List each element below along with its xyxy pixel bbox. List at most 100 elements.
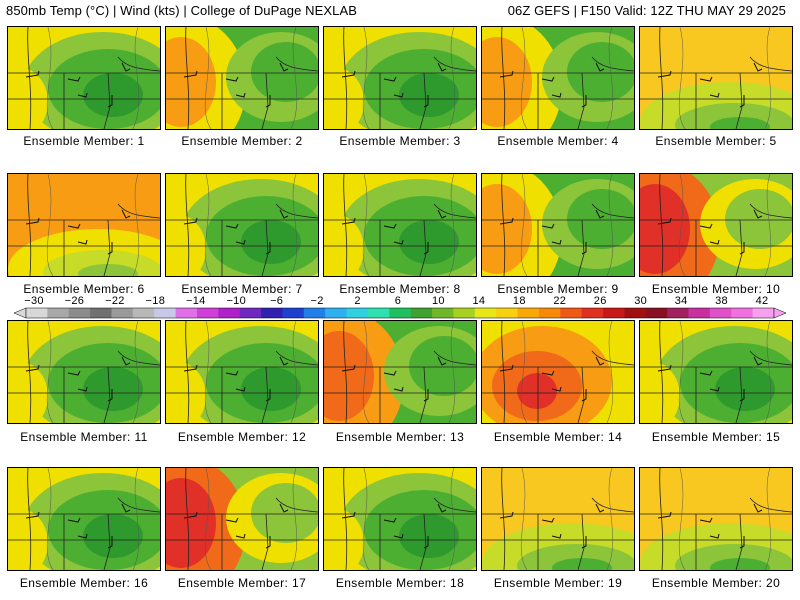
valid-time-label: 06Z GEFS | F150 Valid: 12Z THU MAY 29 20… xyxy=(507,3,786,18)
temperature-map xyxy=(640,174,792,276)
panel-label: Ensemble Member: 10 xyxy=(651,282,781,296)
colorbar-swatch xyxy=(218,308,241,318)
colorbar-tick-label: 10 xyxy=(432,295,445,307)
colorbar-swatch xyxy=(667,308,689,318)
colorbar-tick-label: 30 xyxy=(634,295,648,307)
colorbar-swatch xyxy=(432,308,454,318)
colorbar-swatch xyxy=(645,308,668,318)
colorbar-swatch xyxy=(132,308,155,318)
ensemble-panel-8 xyxy=(323,173,477,277)
colorbar-swatch xyxy=(410,308,433,318)
colorbar-swatch xyxy=(239,308,262,318)
panel-label: Ensemble Member: 8 xyxy=(339,282,461,296)
temperature-map xyxy=(640,27,792,129)
ensemble-panel-6 xyxy=(7,173,161,277)
ensemble-panel-18 xyxy=(323,467,477,571)
ensemble-panel-1 xyxy=(7,26,161,130)
colorbar-swatch xyxy=(90,308,112,318)
ensemble-panel-16 xyxy=(7,467,161,571)
colorbar-tick-label: −30 xyxy=(24,295,44,307)
temperature-map xyxy=(166,174,318,276)
temperature-map xyxy=(8,27,160,129)
ensemble-panel-5 xyxy=(639,26,793,130)
colorbar-tick-label: −22 xyxy=(105,295,125,307)
ensemble-panel-13 xyxy=(323,320,477,424)
panel-label: Ensemble Member: 12 xyxy=(177,430,307,444)
colorbar-swatch xyxy=(111,308,134,318)
temperature-map xyxy=(482,468,634,570)
panel-label: Ensemble Member: 14 xyxy=(493,430,623,444)
colorbar-swatch xyxy=(603,308,625,318)
temperature-map xyxy=(166,468,318,570)
colorbar-swatch xyxy=(303,308,326,318)
panel-label: Ensemble Member: 19 xyxy=(493,576,623,590)
ensemble-panel-12 xyxy=(165,320,319,424)
colorbar-tick-label: 34 xyxy=(674,295,688,307)
colorbar-arrow-left xyxy=(14,307,27,319)
colorbar-swatch xyxy=(624,308,647,318)
chart-title: 850mb Temp (°C) | Wind (kts) | College o… xyxy=(6,3,358,18)
colorbar-swatch xyxy=(517,308,540,318)
colorbar-tick-label: −10 xyxy=(226,295,246,307)
colorbar-swatch xyxy=(453,308,476,318)
temperature-map xyxy=(324,321,476,423)
temperature-map xyxy=(324,468,476,570)
colorbar-tick-label: 14 xyxy=(472,295,486,307)
panel-label: Ensemble Member: 2 xyxy=(181,134,303,148)
temperature-map xyxy=(482,27,634,129)
colorbar-tick-label: −14 xyxy=(185,295,206,307)
temperature-map xyxy=(482,321,634,423)
panel-label: Ensemble Member: 7 xyxy=(181,282,303,296)
ensemble-panel-20 xyxy=(639,467,793,571)
colorbar-swatch xyxy=(731,308,754,318)
colorbar-tick-label: −2 xyxy=(310,295,324,307)
ensemble-panel-19 xyxy=(481,467,635,571)
colorbar-tick-label: −6 xyxy=(270,295,284,307)
colorbar-tick-label: −18 xyxy=(145,295,166,307)
colorbar-swatch xyxy=(752,308,775,318)
colorbar-swatch xyxy=(709,308,732,318)
temperature-map xyxy=(8,321,160,423)
ensemble-panel-3 xyxy=(323,26,477,130)
color-scale-bar xyxy=(14,307,786,319)
temperature-map xyxy=(166,321,318,423)
temperature-map xyxy=(8,174,160,276)
colorbar-swatch xyxy=(154,308,176,318)
colorbar-tick-label: 38 xyxy=(715,295,728,307)
temperature-map xyxy=(640,321,792,423)
panel-label: Ensemble Member: 18 xyxy=(335,576,465,590)
panel-label: Ensemble Member: 9 xyxy=(497,282,619,296)
temperature-map xyxy=(324,27,476,129)
colorbar-swatch xyxy=(261,308,283,318)
colorbar-swatch xyxy=(26,308,48,318)
colorbar-swatch xyxy=(688,308,711,318)
panel-label: Ensemble Member: 20 xyxy=(651,576,781,590)
panel-label: Ensemble Member: 15 xyxy=(651,430,781,444)
colorbar-swatch xyxy=(175,308,198,318)
colorbar-swatch xyxy=(282,308,305,318)
colorbar-tick-label: 26 xyxy=(593,295,607,307)
colorbar-swatch xyxy=(496,308,518,318)
colorbar-tick-label: 42 xyxy=(755,295,769,307)
ensemble-panel-10 xyxy=(639,173,793,277)
panel-label: Ensemble Member: 6 xyxy=(23,282,145,296)
ensemble-panel-11 xyxy=(7,320,161,424)
ensemble-panel-15 xyxy=(639,320,793,424)
temperature-map xyxy=(166,27,318,129)
temperature-map xyxy=(324,174,476,276)
colorbar-tick-label: 6 xyxy=(394,295,402,307)
colorbar-swatch xyxy=(389,308,412,318)
ensemble-panel-14 xyxy=(481,320,635,424)
colorbar-tick-label: 22 xyxy=(553,295,567,307)
panel-label: Ensemble Member: 16 xyxy=(19,576,149,590)
colorbar-swatch xyxy=(560,308,583,318)
temperature-map xyxy=(8,468,160,570)
colorbar-tick-label: 2 xyxy=(354,295,361,307)
colorbar-arrow-right xyxy=(773,307,786,319)
colorbar-swatch xyxy=(367,308,390,318)
colorbar-swatch xyxy=(538,308,561,318)
colorbar-swatch xyxy=(325,308,347,318)
panel-label: Ensemble Member: 13 xyxy=(335,430,465,444)
panel-label: Ensemble Member: 17 xyxy=(177,576,307,590)
colorbar-swatch xyxy=(68,308,91,318)
